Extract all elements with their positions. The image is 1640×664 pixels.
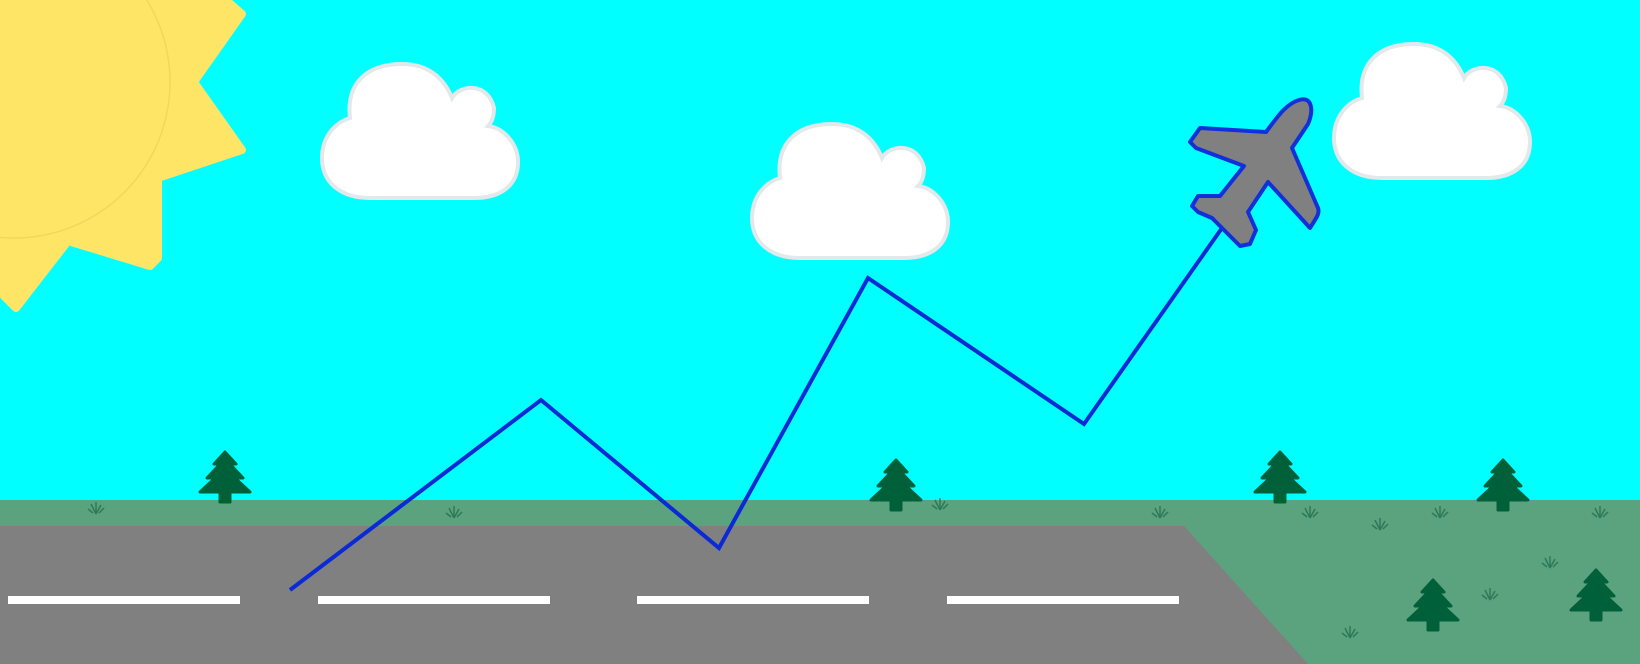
runway-stripe <box>318 596 550 604</box>
grass-tuft-icon <box>1541 556 1559 569</box>
grass-tuft-icon <box>1301 506 1319 519</box>
pine-tree-icon <box>1476 458 1530 512</box>
grass-tuft-icon <box>1481 588 1499 601</box>
grass-tuft-icon <box>1341 626 1359 639</box>
runway-stripe <box>947 596 1179 604</box>
runway-stripe <box>637 596 869 604</box>
sun-icon <box>0 0 246 312</box>
runway-stripes <box>8 596 1179 604</box>
pine-tree-icon <box>869 458 923 512</box>
pine-tree-icon <box>1406 578 1460 632</box>
grass-tuft-icon <box>931 498 949 511</box>
grass-tuft-icon <box>1151 506 1169 519</box>
pine-tree-icon <box>1569 568 1623 622</box>
cloud-icon <box>319 61 521 200</box>
grass-tuft-icon <box>445 506 463 519</box>
trees <box>198 450 1623 632</box>
airplane-icon[interactable] <box>1188 97 1321 248</box>
flight-path <box>288 226 1224 592</box>
pine-tree-icon <box>1253 450 1307 504</box>
grass-tufts <box>87 498 1609 639</box>
cloud-icon <box>1331 41 1533 180</box>
grass-tuft-icon <box>1431 506 1449 519</box>
grass-tuft-icon <box>1591 506 1609 519</box>
pine-tree-icon <box>198 450 252 504</box>
runway <box>0 526 1308 664</box>
runway-stripe <box>8 596 240 604</box>
grass-tuft-icon <box>1371 518 1389 531</box>
cloud-icon <box>749 121 951 260</box>
grass-tuft-icon <box>87 502 105 515</box>
